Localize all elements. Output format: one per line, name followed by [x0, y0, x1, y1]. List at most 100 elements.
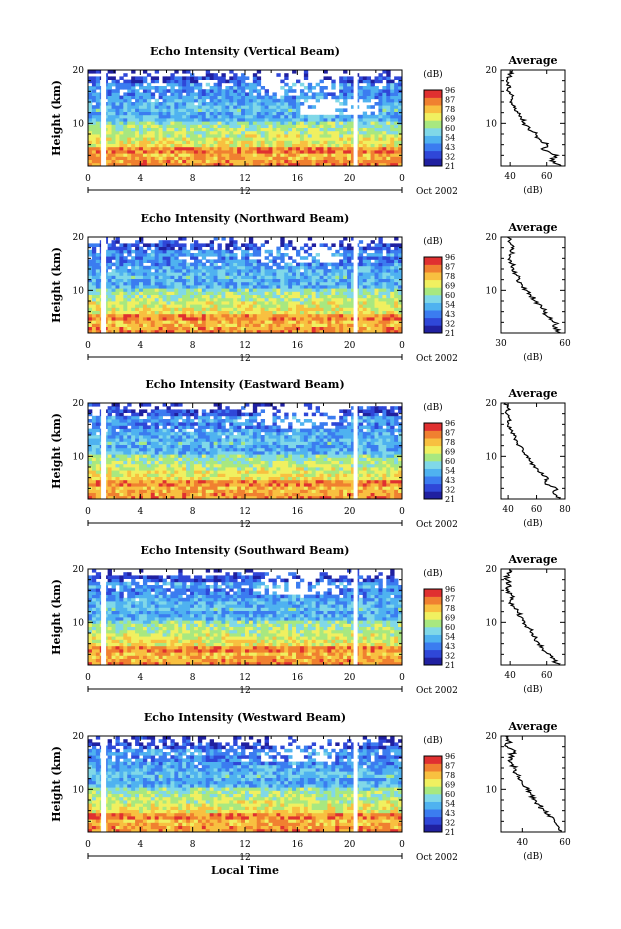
- heatmap-cell: [256, 156, 262, 160]
- heatmap-cell: [358, 326, 364, 331]
- heatmap-cell: [186, 262, 191, 267]
- heatmap-cell: [335, 297, 340, 302]
- heatmap-cell: [390, 249, 395, 254]
- heatmap-cell: [241, 294, 246, 299]
- heatmap-cell: [398, 259, 403, 263]
- heatmap-cell: [213, 137, 218, 141]
- heatmap-cell: [276, 118, 281, 122]
- heatmap-cell: [233, 79, 238, 84]
- heatmap-cell: [292, 246, 297, 251]
- heatmap-cell: [307, 310, 313, 315]
- heatmap-cell: [166, 102, 171, 106]
- heatmap-cell: [150, 438, 156, 442]
- heatmap-cell: [256, 118, 262, 122]
- heatmap-cell: [248, 246, 254, 251]
- heatmap-cell: [339, 156, 344, 160]
- heatmap-cell: [119, 111, 124, 116]
- heatmap-cell: [374, 124, 379, 128]
- heatmap-cell: [303, 243, 309, 247]
- heatmap-cell: [209, 76, 215, 80]
- heatmap-cell: [386, 272, 391, 276]
- heatmap-cell: [343, 159, 348, 164]
- heatmap-cell: [111, 285, 116, 289]
- heatmap-cell: [139, 329, 144, 334]
- heatmap-cell: [272, 262, 277, 267]
- heatmap-cell: [142, 313, 148, 318]
- heatmap-cell: [139, 428, 144, 433]
- heatmap-cell: [343, 265, 348, 270]
- heatmap-cell: [245, 140, 250, 144]
- heatmap-cell: [315, 95, 320, 100]
- heatmap-cell: [119, 76, 124, 80]
- heatmap-cell: [123, 301, 128, 305]
- heatmap-cell: [186, 114, 191, 119]
- heatmap-cell: [217, 256, 222, 260]
- heatmap-cell: [284, 134, 289, 138]
- heatmap-cell: [229, 278, 234, 283]
- heatmap-cell: [107, 444, 112, 449]
- heatmap-cell: [123, 275, 128, 279]
- heatmap-cell: [256, 140, 262, 144]
- heatmap-cell: [225, 114, 230, 119]
- heatmap-cell: [146, 419, 152, 423]
- heatmap-cell: [382, 304, 387, 308]
- heatmap-cell: [201, 102, 207, 106]
- heatmap-cell: [311, 95, 317, 100]
- heatmap-cell: [170, 98, 175, 103]
- heatmap-cell: [95, 492, 101, 497]
- heatmap-cell: [154, 412, 160, 417]
- heatmap-cell: [327, 307, 332, 311]
- heatmap-cell: [166, 288, 171, 292]
- heatmap-cell: [350, 153, 356, 157]
- heatmap-cell: [280, 98, 285, 103]
- heatmap-cell: [237, 102, 242, 106]
- heatmap-cell: [182, 310, 187, 315]
- heatmap-cell: [119, 435, 124, 439]
- heatmap-cell: [139, 412, 144, 417]
- heatmap-cell: [229, 272, 234, 276]
- heatmap-cell: [256, 317, 262, 321]
- heatmap-cell: [394, 246, 399, 251]
- heatmap-cell: [107, 492, 112, 497]
- heatmap-cell: [358, 288, 364, 292]
- heatmap-cell: [146, 454, 152, 458]
- heatmap-cell: [296, 304, 301, 308]
- heatmap-cell: [162, 460, 167, 465]
- colorbar-swatch: [424, 295, 442, 303]
- heatmap-cell: [241, 156, 246, 160]
- heatmap-cell: [142, 114, 148, 119]
- heatmap-cell: [111, 156, 116, 160]
- heatmap-cell: [190, 79, 195, 84]
- heatmap-cell: [343, 269, 348, 273]
- heatmap-cell: [111, 243, 116, 247]
- heatmap-cell: [182, 153, 187, 157]
- heatmap-cell: [142, 329, 148, 334]
- heatmap-cell: [386, 105, 391, 109]
- heatmap-cell: [107, 130, 112, 135]
- heatmap-cell: [213, 237, 218, 241]
- heatmap-cell: [88, 102, 93, 106]
- heatmap-cell: [213, 111, 218, 116]
- heatmap-cell: [386, 102, 391, 106]
- heatmap-cell: [131, 297, 136, 302]
- heatmap-cell: [127, 489, 132, 493]
- heatmap-cell: [162, 262, 167, 267]
- heatmap-cell: [256, 291, 262, 295]
- heatmap-cell: [339, 313, 344, 318]
- heatmap-cell: [233, 156, 238, 160]
- heatmap-cell: [127, 159, 132, 164]
- heatmap-cell: [123, 476, 128, 481]
- heatmap-cell: [390, 265, 395, 270]
- heatmap-cell: [91, 444, 97, 449]
- heatmap-cell: [358, 291, 364, 295]
- heatmap-cell: [390, 146, 395, 151]
- heatmap-cell: [146, 243, 152, 247]
- heatmap-cell: [248, 127, 254, 132]
- heatmap-cell: [123, 304, 128, 308]
- heatmap-cell: [166, 297, 171, 302]
- heatmap-cell: [119, 329, 124, 334]
- heatmap-cell: [256, 310, 262, 315]
- colorbar-tick-label: 43: [445, 143, 455, 152]
- heatmap-cell: [394, 313, 399, 318]
- heatmap-cell: [264, 130, 269, 135]
